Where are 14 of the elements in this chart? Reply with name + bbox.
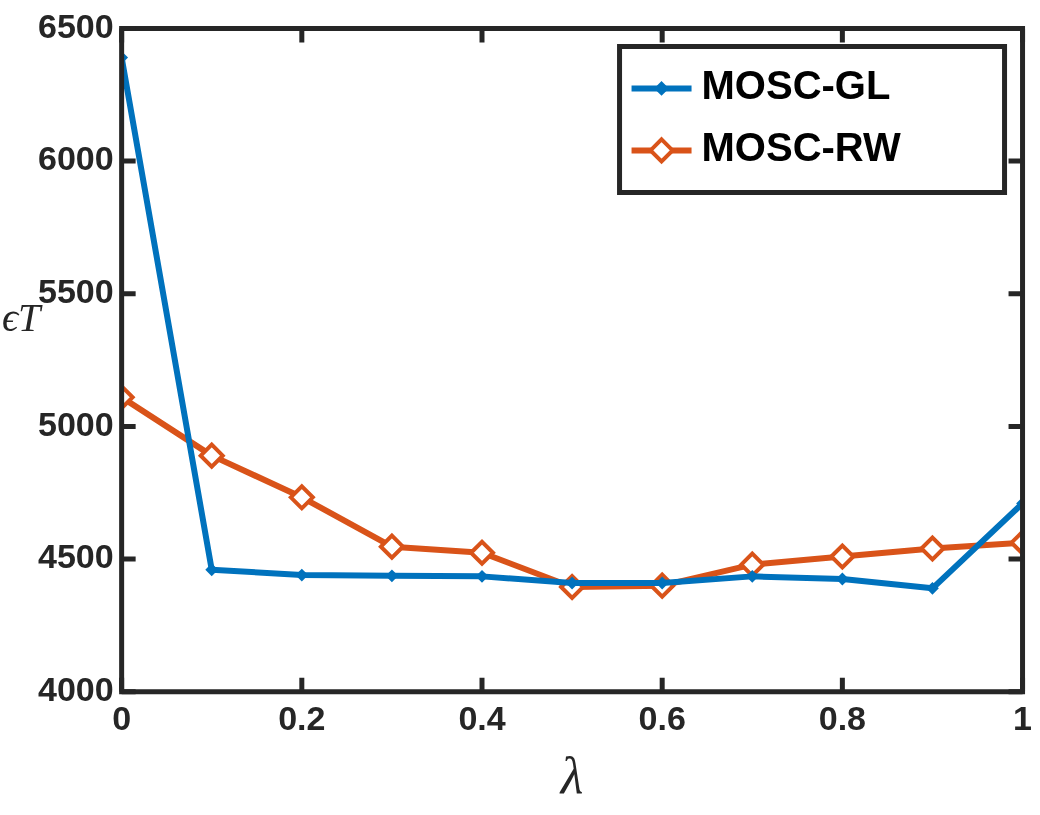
y-tick-label: 6000	[38, 139, 114, 178]
x-tick-label: 1	[1013, 698, 1033, 737]
x-tick-label: 0.8	[818, 698, 866, 737]
legend-label: MOSC-RW	[701, 125, 902, 170]
x-tick-label: 0.6	[638, 698, 686, 737]
y-tick-label: 4500	[38, 537, 114, 576]
x-tick-label: 0.4	[458, 698, 506, 737]
y-tick-label: 6500	[38, 6, 114, 45]
x-tick-label: 0	[112, 698, 132, 737]
x-tick-label: 0.2	[278, 698, 326, 737]
y-tick-label: 4000	[38, 670, 114, 709]
x-axis-title: λ	[558, 747, 584, 805]
legend-label: MOSC-GL	[701, 63, 891, 108]
y-tick-label: 5000	[38, 404, 114, 443]
